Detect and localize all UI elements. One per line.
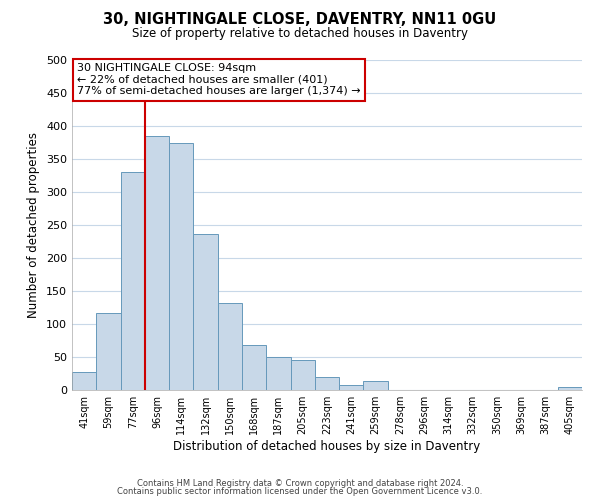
Bar xyxy=(242,345,266,390)
Bar xyxy=(364,382,388,390)
Text: 30, NIGHTINGALE CLOSE, DAVENTRY, NN11 0GU: 30, NIGHTINGALE CLOSE, DAVENTRY, NN11 0G… xyxy=(103,12,497,28)
Bar xyxy=(121,172,145,390)
Bar xyxy=(96,313,121,390)
X-axis label: Distribution of detached houses by size in Daventry: Distribution of detached houses by size … xyxy=(173,440,481,453)
Text: Size of property relative to detached houses in Daventry: Size of property relative to detached ho… xyxy=(132,28,468,40)
Bar xyxy=(145,136,169,390)
Bar xyxy=(72,372,96,390)
Bar xyxy=(193,234,218,390)
Bar xyxy=(169,142,193,390)
Bar xyxy=(266,357,290,390)
Bar xyxy=(218,303,242,390)
Bar xyxy=(290,360,315,390)
Bar xyxy=(315,378,339,390)
Text: Contains public sector information licensed under the Open Government Licence v3: Contains public sector information licen… xyxy=(118,487,482,496)
Y-axis label: Number of detached properties: Number of detached properties xyxy=(28,132,40,318)
Bar xyxy=(339,386,364,390)
Bar xyxy=(558,386,582,390)
Text: Contains HM Land Registry data © Crown copyright and database right 2024.: Contains HM Land Registry data © Crown c… xyxy=(137,478,463,488)
Text: 30 NIGHTINGALE CLOSE: 94sqm
← 22% of detached houses are smaller (401)
77% of se: 30 NIGHTINGALE CLOSE: 94sqm ← 22% of det… xyxy=(77,64,361,96)
